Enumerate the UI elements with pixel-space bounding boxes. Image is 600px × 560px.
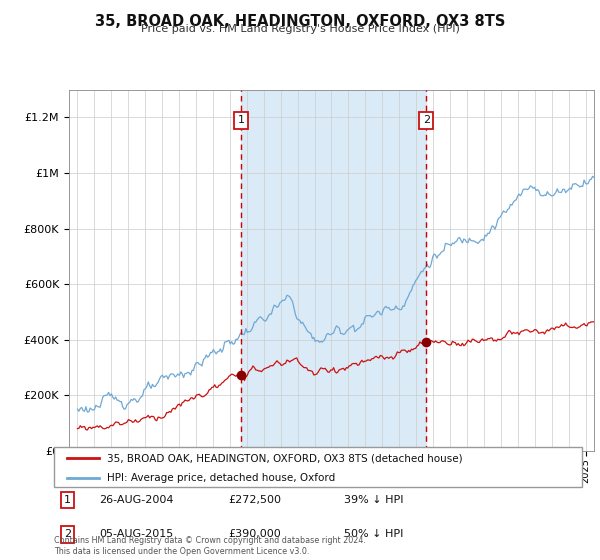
Text: Contains HM Land Registry data © Crown copyright and database right 2024.
This d: Contains HM Land Registry data © Crown c…: [54, 536, 366, 556]
Text: 35, BROAD OAK, HEADINGTON, OXFORD, OX3 8TS: 35, BROAD OAK, HEADINGTON, OXFORD, OX3 8…: [95, 14, 505, 29]
Text: 1: 1: [238, 115, 244, 125]
Text: 2: 2: [423, 115, 430, 125]
Text: 50% ↓ HPI: 50% ↓ HPI: [344, 529, 404, 539]
Text: 1: 1: [64, 494, 71, 505]
Text: 39% ↓ HPI: 39% ↓ HPI: [344, 494, 404, 505]
FancyBboxPatch shape: [54, 447, 582, 487]
Text: £390,000: £390,000: [228, 529, 281, 539]
Text: Price paid vs. HM Land Registry's House Price Index (HPI): Price paid vs. HM Land Registry's House …: [140, 24, 460, 34]
Text: 26-AUG-2004: 26-AUG-2004: [99, 494, 173, 505]
Text: 05-AUG-2015: 05-AUG-2015: [99, 529, 173, 539]
Text: 35, BROAD OAK, HEADINGTON, OXFORD, OX3 8TS (detached house): 35, BROAD OAK, HEADINGTON, OXFORD, OX3 8…: [107, 453, 463, 463]
Text: 2: 2: [64, 529, 71, 539]
Bar: [241, 90, 427, 451]
Text: HPI: Average price, detached house, Oxford: HPI: Average price, detached house, Oxfo…: [107, 473, 335, 483]
Text: £272,500: £272,500: [228, 494, 281, 505]
